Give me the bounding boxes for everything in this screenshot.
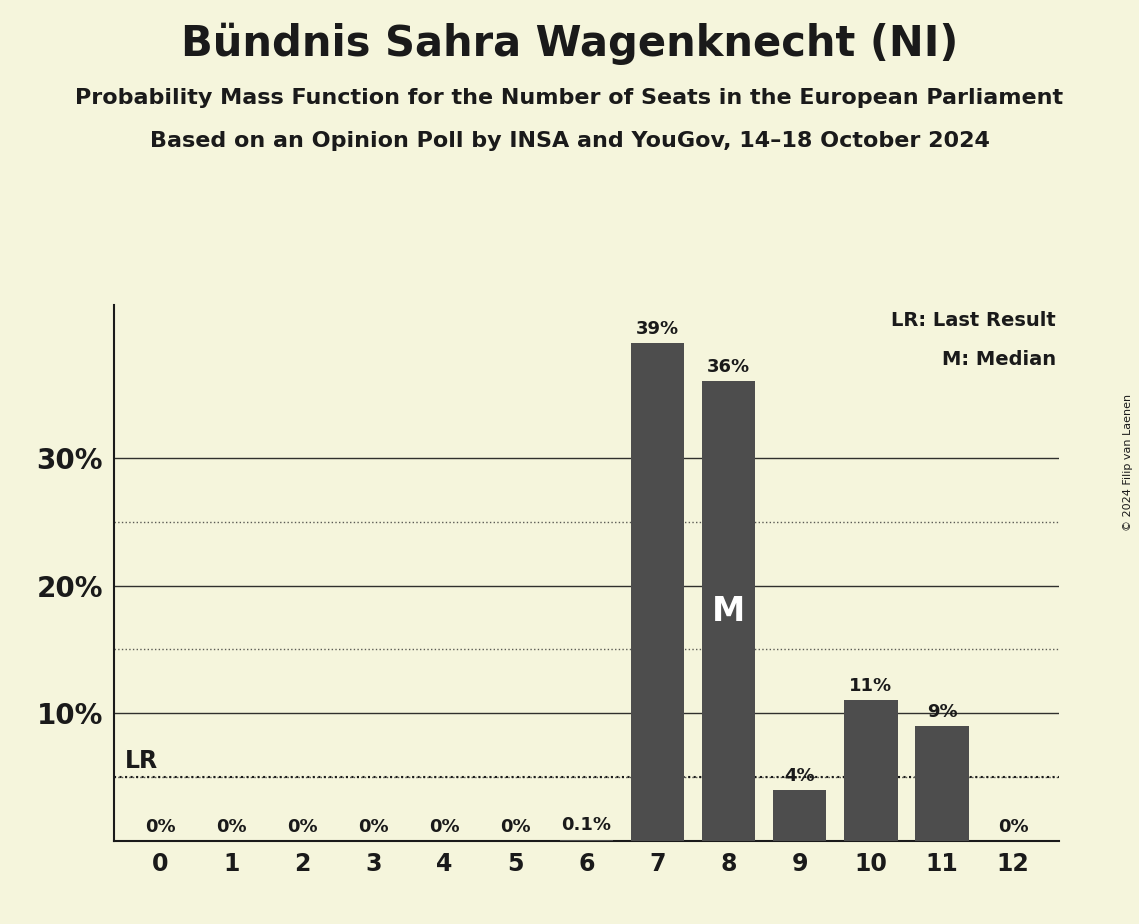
- Text: 0%: 0%: [145, 818, 175, 835]
- Text: 36%: 36%: [707, 359, 751, 376]
- Text: M: M: [712, 595, 745, 627]
- Bar: [916, 726, 968, 841]
- Text: © 2024 Filip van Laenen: © 2024 Filip van Laenen: [1123, 394, 1133, 530]
- Bar: [631, 343, 685, 841]
- Text: 0.1%: 0.1%: [562, 817, 612, 834]
- Text: Probability Mass Function for the Number of Seats in the European Parliament: Probability Mass Function for the Number…: [75, 88, 1064, 108]
- Text: 0%: 0%: [216, 818, 246, 835]
- Text: Based on an Opinion Poll by INSA and YouGov, 14–18 October 2024: Based on an Opinion Poll by INSA and You…: [149, 131, 990, 152]
- Bar: [773, 790, 827, 841]
- Bar: [560, 840, 613, 841]
- Text: LR: LR: [124, 749, 157, 773]
- Text: 0%: 0%: [287, 818, 318, 835]
- Text: 0%: 0%: [998, 818, 1029, 835]
- Text: LR: Last Result: LR: Last Result: [891, 311, 1056, 330]
- Bar: [844, 700, 898, 841]
- Text: 4%: 4%: [785, 767, 816, 784]
- Text: 0%: 0%: [358, 818, 388, 835]
- Text: 0%: 0%: [429, 818, 460, 835]
- Text: 39%: 39%: [636, 320, 679, 338]
- Text: 9%: 9%: [927, 703, 957, 721]
- Text: 0%: 0%: [500, 818, 531, 835]
- Text: Bündnis Sahra Wagenknecht (NI): Bündnis Sahra Wagenknecht (NI): [181, 23, 958, 66]
- Bar: [702, 382, 755, 841]
- Text: M: Median: M: Median: [942, 349, 1056, 369]
- Text: 11%: 11%: [850, 677, 893, 696]
